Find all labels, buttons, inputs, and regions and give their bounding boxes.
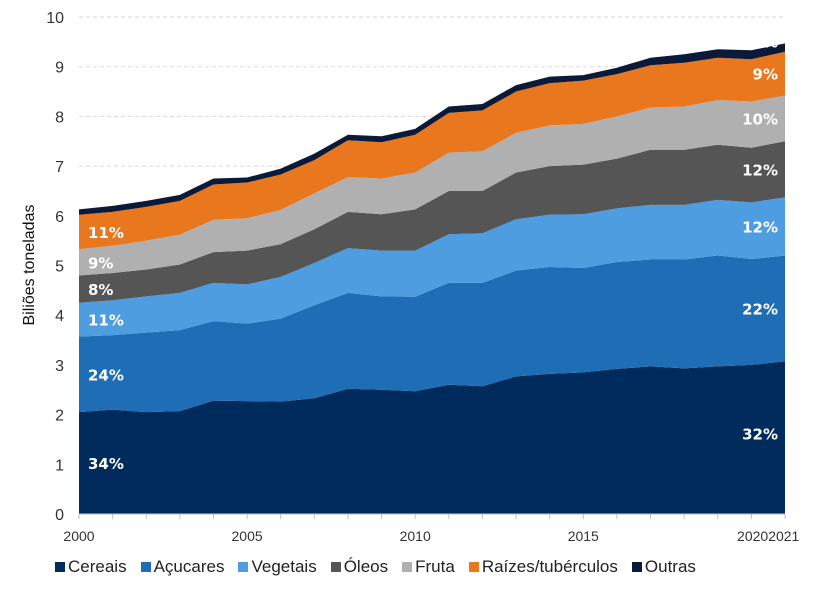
data-label-end: 12%: [742, 161, 778, 179]
legend-label: Óleos: [343, 557, 389, 576]
y-tick-label: 9: [55, 60, 64, 77]
legend-swatch: [55, 562, 65, 572]
data-label-start: 11%: [88, 312, 124, 330]
data-label-start: 34%: [88, 455, 124, 473]
area-vegetais: [79, 197, 785, 337]
legend-item: Óleos: [330, 557, 389, 577]
x-tick-label: 2021: [768, 528, 799, 544]
legend-label: Cereais: [68, 557, 127, 576]
y-axis-label: Biliões toneladas: [21, 205, 38, 326]
legend-item: Cereais: [55, 557, 127, 577]
x-tick-label: 2010: [400, 528, 431, 544]
legend-label: Vegetais: [251, 557, 317, 576]
legend-item: Fruta: [402, 557, 455, 577]
y-tick-label: 0: [55, 507, 64, 524]
data-label-end: 12%: [742, 218, 778, 236]
data-label-start: 24%: [88, 366, 124, 384]
data-label-start: 8%: [88, 281, 113, 299]
y-tick-label: 7: [55, 159, 64, 176]
legend: Cereais Açucares Vegetais Óleos Fruta Raízes/…: [55, 557, 710, 577]
data-label-end: 32%: [742, 425, 778, 443]
legend-item: Raízes/tubérculos: [468, 557, 618, 577]
x-tick-label: 2015: [568, 528, 599, 544]
legend-swatch: [468, 562, 479, 572]
data-label-start: 9%: [88, 254, 113, 272]
y-tick-label: 4: [55, 308, 64, 325]
data-label-start: 11%: [88, 224, 124, 242]
area-a-ucares: [79, 255, 785, 413]
area-cereais: [79, 361, 785, 514]
data-label-end: 9%: [753, 66, 778, 84]
y-tick-label: 5: [55, 259, 64, 276]
legend-swatch: [330, 562, 341, 572]
area-ra-zes-tub-rculos: [79, 51, 785, 250]
y-tick-label: 2: [55, 408, 64, 425]
area-fruta: [79, 95, 785, 276]
legend-swatch: [631, 562, 642, 572]
legend-label: Açucares: [153, 557, 225, 576]
legend-label: Raízes/tubérculos: [481, 557, 618, 576]
legend-item: Açucares: [140, 557, 225, 577]
legend-item: Vegetais: [238, 557, 317, 577]
data-label-end: 10%: [742, 110, 778, 128]
y-tick-label: 8: [55, 109, 64, 126]
y-tick-label: 10: [46, 10, 64, 27]
area--leos: [79, 141, 785, 303]
data-label-end: 2%: [753, 33, 778, 51]
legend-item: Outras: [631, 557, 696, 577]
legend-label: Outras: [644, 557, 696, 576]
legend-swatch: [238, 562, 249, 572]
legend-swatch: [140, 562, 151, 572]
x-tick-label: 2005: [232, 528, 263, 544]
y-tick-label: 3: [55, 358, 64, 375]
x-tick-label: 2020: [737, 528, 768, 544]
legend-swatch: [402, 562, 413, 572]
legend-label: Fruta: [415, 557, 455, 576]
y-tick-label: 6: [55, 209, 64, 226]
data-label-end: 22%: [742, 300, 778, 318]
x-tick-label: 2000: [63, 528, 94, 544]
y-tick-label: 1: [55, 457, 64, 474]
